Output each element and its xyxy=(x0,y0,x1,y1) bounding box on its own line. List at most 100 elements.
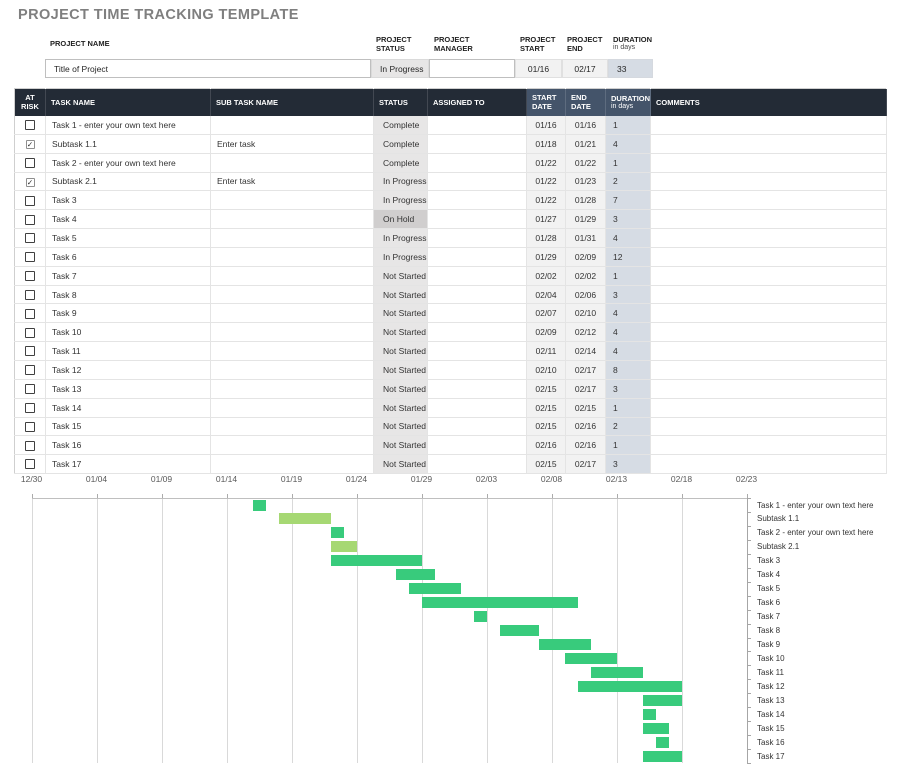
project-end-field[interactable]: 02/17 xyxy=(562,59,608,78)
assigned-to-cell[interactable] xyxy=(427,322,527,343)
sub-task-name-cell[interactable] xyxy=(210,360,374,380)
assigned-to-cell[interactable] xyxy=(427,115,527,135)
sub-task-name-cell[interactable] xyxy=(210,228,374,248)
task-name-cell[interactable]: Task 15 xyxy=(45,417,211,437)
end-date-cell[interactable]: 01/21 xyxy=(565,134,606,154)
at-risk-checkbox[interactable] xyxy=(25,402,35,413)
duration-cell[interactable]: 3 xyxy=(605,285,651,305)
at-risk-checkbox[interactable] xyxy=(25,308,35,319)
comments-cell[interactable] xyxy=(650,247,887,267)
comments-cell[interactable] xyxy=(650,417,887,437)
at-risk-checkbox[interactable] xyxy=(25,233,35,244)
sub-task-name-cell[interactable] xyxy=(210,285,374,305)
comments-cell[interactable] xyxy=(650,285,887,305)
project-status-field[interactable]: In Progress xyxy=(371,59,429,78)
duration-cell[interactable]: 4 xyxy=(605,134,651,154)
start-date-cell[interactable]: 02/15 xyxy=(526,454,566,475)
duration-cell[interactable]: 2 xyxy=(605,417,651,437)
start-date-cell[interactable]: 01/22 xyxy=(526,172,566,192)
end-date-cell[interactable]: 01/31 xyxy=(565,228,606,248)
start-date-cell[interactable]: 02/04 xyxy=(526,285,566,305)
status-cell[interactable]: Not Started xyxy=(373,285,428,305)
start-date-cell[interactable]: 02/16 xyxy=(526,435,566,456)
end-date-cell[interactable]: 02/06 xyxy=(565,285,606,305)
at-risk-checkbox[interactable] xyxy=(25,252,35,263)
at-risk-checkbox-checked[interactable]: ✓ xyxy=(25,139,35,149)
task-name-cell[interactable]: Task 5 xyxy=(45,228,211,248)
duration-cell[interactable]: 8 xyxy=(605,360,651,380)
sub-task-name-cell[interactable] xyxy=(210,379,374,399)
comments-cell[interactable] xyxy=(650,228,887,248)
assigned-to-cell[interactable] xyxy=(427,379,527,399)
duration-cell[interactable]: 4 xyxy=(605,341,651,361)
end-date-cell[interactable]: 02/16 xyxy=(565,417,606,437)
end-date-cell[interactable]: 02/12 xyxy=(565,322,606,343)
start-date-cell[interactable]: 02/02 xyxy=(526,266,566,286)
assigned-to-cell[interactable] xyxy=(427,209,527,230)
end-date-cell[interactable]: 02/17 xyxy=(565,379,606,399)
sub-task-name-cell[interactable] xyxy=(210,435,374,456)
start-date-cell[interactable]: 01/22 xyxy=(526,153,566,173)
task-name-cell[interactable]: Task 3 xyxy=(45,190,211,211)
status-cell[interactable]: Complete xyxy=(373,115,428,135)
end-date-cell[interactable]: 01/29 xyxy=(565,209,606,230)
duration-cell[interactable]: 3 xyxy=(605,454,651,475)
project-manager-field[interactable] xyxy=(429,59,515,78)
duration-cell[interactable]: 1 xyxy=(605,266,651,286)
start-date-cell[interactable]: 01/29 xyxy=(526,247,566,267)
sub-task-name-cell[interactable] xyxy=(210,190,374,211)
sub-task-name-cell[interactable] xyxy=(210,398,374,418)
task-name-cell[interactable]: Task 2 - enter your own text here xyxy=(45,153,211,173)
assigned-to-cell[interactable] xyxy=(427,228,527,248)
duration-cell[interactable]: 3 xyxy=(605,379,651,399)
end-date-cell[interactable]: 02/15 xyxy=(565,398,606,418)
end-date-cell[interactable]: 01/16 xyxy=(565,115,606,135)
end-date-cell[interactable]: 01/22 xyxy=(565,153,606,173)
end-date-cell[interactable]: 02/02 xyxy=(565,266,606,286)
assigned-to-cell[interactable] xyxy=(427,303,527,324)
assigned-to-cell[interactable] xyxy=(427,134,527,154)
comments-cell[interactable] xyxy=(650,398,887,418)
at-risk-checkbox[interactable] xyxy=(25,421,35,432)
assigned-to-cell[interactable] xyxy=(427,454,527,475)
sub-task-name-cell[interactable] xyxy=(210,341,374,361)
assigned-to-cell[interactable] xyxy=(427,153,527,173)
assigned-to-cell[interactable] xyxy=(427,266,527,286)
comments-cell[interactable] xyxy=(650,190,887,211)
status-cell[interactable]: In Progress xyxy=(373,247,428,267)
task-name-cell[interactable]: Task 17 xyxy=(45,454,211,475)
at-risk-checkbox[interactable] xyxy=(25,271,35,282)
status-cell[interactable]: Not Started xyxy=(373,303,428,324)
end-date-cell[interactable]: 01/28 xyxy=(565,190,606,211)
comments-cell[interactable] xyxy=(650,379,887,399)
at-risk-checkbox-checked[interactable]: ✓ xyxy=(25,177,35,187)
task-name-cell[interactable]: Task 11 xyxy=(45,341,211,361)
at-risk-checkbox[interactable] xyxy=(25,289,35,300)
start-date-cell[interactable]: 01/28 xyxy=(526,228,566,248)
end-date-cell[interactable]: 02/16 xyxy=(565,435,606,456)
sub-task-name-cell[interactable] xyxy=(210,454,374,475)
task-name-cell[interactable]: Task 16 xyxy=(45,435,211,456)
task-name-cell[interactable]: Task 12 xyxy=(45,360,211,380)
comments-cell[interactable] xyxy=(650,341,887,361)
assigned-to-cell[interactable] xyxy=(427,172,527,192)
sub-task-name-cell[interactable] xyxy=(210,115,374,135)
assigned-to-cell[interactable] xyxy=(427,398,527,418)
start-date-cell[interactable]: 01/22 xyxy=(526,190,566,211)
at-risk-checkbox[interactable] xyxy=(25,459,35,470)
comments-cell[interactable] xyxy=(650,454,887,475)
comments-cell[interactable] xyxy=(650,134,887,154)
status-cell[interactable]: Not Started xyxy=(373,435,428,456)
sub-task-name-cell[interactable] xyxy=(210,247,374,267)
task-name-cell[interactable]: Task 9 xyxy=(45,303,211,324)
end-date-cell[interactable]: 02/17 xyxy=(565,360,606,380)
duration-cell[interactable]: 4 xyxy=(605,303,651,324)
comments-cell[interactable] xyxy=(650,303,887,324)
duration-cell[interactable]: 4 xyxy=(605,322,651,343)
start-date-cell[interactable]: 01/16 xyxy=(526,115,566,135)
status-cell[interactable]: Complete xyxy=(373,134,428,154)
end-date-cell[interactable]: 02/09 xyxy=(565,247,606,267)
comments-cell[interactable] xyxy=(650,435,887,456)
task-name-cell[interactable]: Task 7 xyxy=(45,266,211,286)
status-cell[interactable]: Not Started xyxy=(373,454,428,475)
